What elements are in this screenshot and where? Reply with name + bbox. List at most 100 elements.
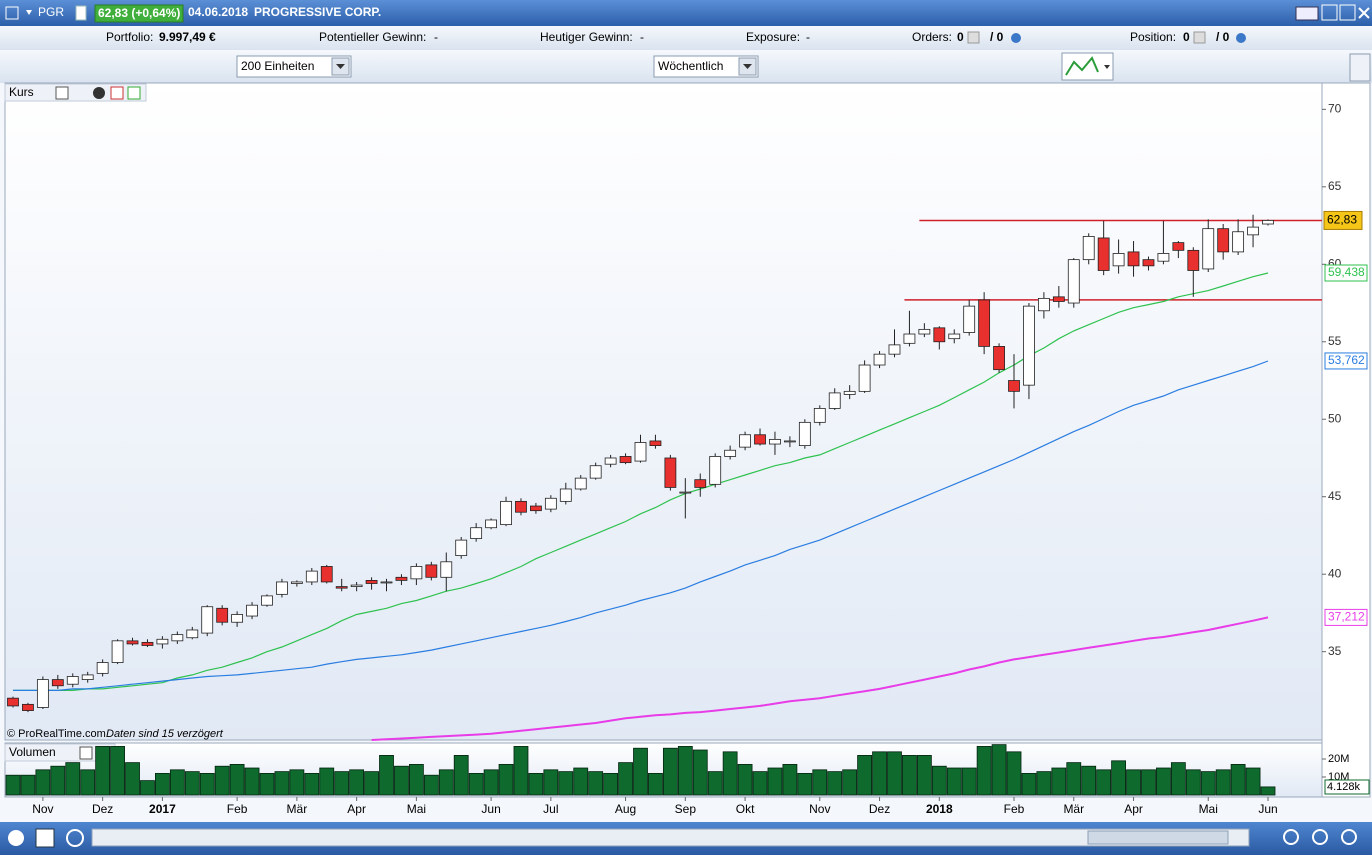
side-panel-toggle[interactable] [1349,53,1371,82]
candle-body [873,353,886,366]
x-tick-label: Nov [809,802,830,816]
volume-bar [1245,767,1261,796]
exposure-value: - [806,30,810,44]
layout-button[interactable] [35,828,55,848]
scrollbar[interactable] [91,828,1250,847]
x-tick-label: Nov [32,802,53,816]
candle-body [649,440,662,446]
volume-bar [50,765,66,796]
potential-label: Potentieller Gewinn: [319,30,426,44]
volume-bar [1141,769,1156,796]
scrollbar-thumb[interactable] [1087,830,1229,845]
x-tick-label: Feb [1004,802,1025,816]
volume-bar [633,747,648,796]
symbol: PGR [38,5,64,19]
candle-body [290,581,303,584]
volume-bar [1021,773,1037,796]
minimize-button[interactable] [1321,4,1338,21]
candle-body [739,434,751,448]
zoom-fit-button[interactable] [1283,829,1299,845]
value-tag-label: 37,212 [1328,610,1365,624]
close-button[interactable] [1358,7,1370,19]
cancel-orders[interactable] [967,31,980,44]
share-button[interactable] [8,830,24,846]
volume-bar [931,765,947,796]
zoom-out-button[interactable] [1312,829,1328,845]
candle-body [813,408,826,423]
panel-window-button[interactable] [79,746,93,760]
orders-settings[interactable] [1011,33,1021,43]
volume-bar [1006,751,1022,796]
volume-bar [244,767,260,796]
volume-bar [408,764,424,796]
volume-bar [573,767,589,796]
candle-body [1172,242,1185,251]
panel-up-button[interactable] [127,86,141,100]
keyboard-icon[interactable] [1295,6,1319,21]
volume-bar [767,767,783,796]
volume-bar [1051,767,1067,796]
account-bar [0,26,1372,50]
position-value: 0 [1183,30,1190,44]
moving-average [13,272,1269,691]
dropdown-arrow [1104,65,1110,69]
volume-bar [1036,771,1052,796]
candle-body [724,449,737,457]
units-dropdown[interactable] [236,55,352,78]
orders-label: Orders: [912,30,952,44]
x-tick-label: Mai [1199,802,1218,816]
menu-arrow[interactable] [26,10,32,15]
candle-body [1157,253,1170,262]
volume-bar [259,773,275,796]
candle-body [455,539,468,557]
period-dropdown[interactable] [653,55,759,78]
volume-bar [528,773,544,796]
panel-close-button[interactable] [93,87,105,99]
moving-average [13,360,1269,691]
candle-body [530,505,542,512]
candle-body [305,570,318,583]
maximize-button[interactable] [1339,4,1356,21]
zoom-in-button[interactable] [1341,829,1357,845]
candle-body [335,586,348,589]
price-panel [4,82,1323,741]
candle-body [619,456,632,464]
y-tick-label: 40 [1328,566,1342,580]
x-tick-label: 2017 [149,802,176,816]
candle-body [156,638,169,645]
volume-bar [842,769,858,796]
value-tag-label: 59,438 [1328,265,1365,279]
panel-window-button[interactable] [55,86,69,100]
volume-bar [1185,769,1201,796]
candle-body [559,488,572,502]
x-tick-label: Sep [675,802,697,816]
volume-bar [20,774,36,796]
candle-body [1097,237,1110,271]
last-price-label: 62,83 [1327,213,1357,227]
volume-bar [80,769,96,796]
candle-body [843,390,856,395]
candle-body [66,676,79,685]
x-tick-label: Jul [543,802,558,816]
position-settings[interactable] [1236,33,1246,43]
candle-body [828,392,841,409]
today-label: Heutiger Gewinn: [540,30,633,44]
volume-bar [1230,764,1246,796]
price-axis [1321,82,1371,798]
drawing-button[interactable] [66,829,84,847]
orders-value: 0 [957,30,964,44]
volume-bar [1215,769,1231,796]
candle-body [1187,249,1200,271]
candle-body [1142,259,1155,267]
volume-bar [110,746,125,796]
candle-body [754,434,766,445]
chart-type-icon [1065,56,1099,76]
info-icon[interactable] [75,5,87,21]
window-icon[interactable] [5,6,19,20]
close-position[interactable] [1193,31,1206,44]
last-price-tag [1323,210,1363,230]
candle-body [515,500,527,513]
panel-down-button[interactable] [110,86,124,100]
candle-body [1037,297,1050,312]
